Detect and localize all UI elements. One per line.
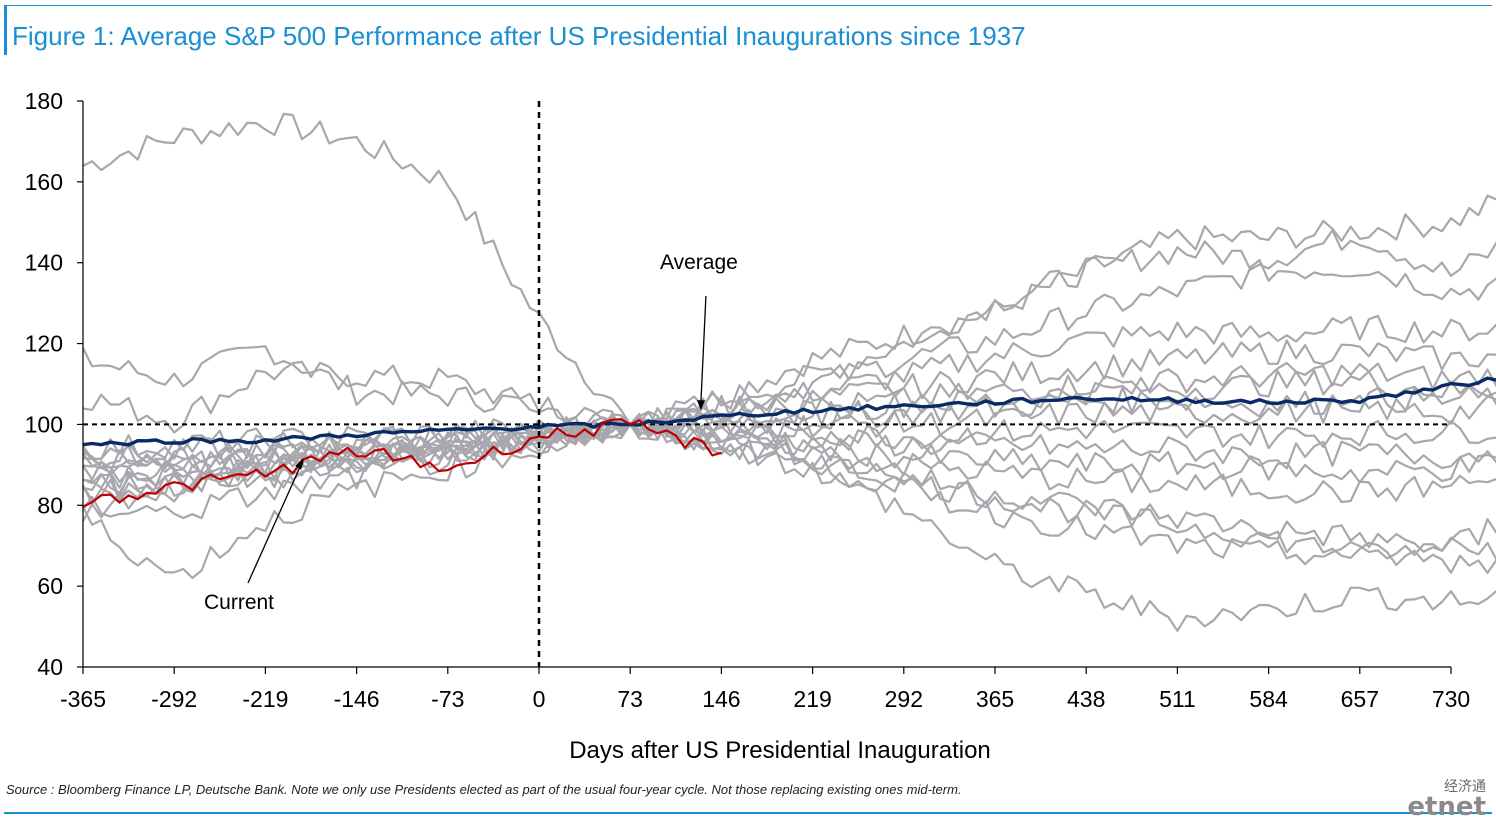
history-line-18 bbox=[82, 418, 1496, 632]
history-line-11 bbox=[82, 394, 1496, 478]
history-line-3 bbox=[82, 194, 1496, 433]
x-tick-label: 292 bbox=[885, 686, 923, 712]
watermark-logo: 经济通 etnet bbox=[1407, 776, 1486, 822]
history-line-4 bbox=[82, 229, 1496, 434]
annotations: Average Current bbox=[204, 251, 738, 614]
x-tick-label: -292 bbox=[151, 686, 197, 712]
watermark-en: etnet bbox=[1407, 792, 1486, 822]
y-tick-label: 40 bbox=[37, 654, 63, 680]
annotation-average-arrow bbox=[700, 295, 707, 403]
history-line-17 bbox=[82, 418, 1496, 561]
title-frame bbox=[4, 5, 1492, 55]
y-tick-label: 120 bbox=[25, 331, 63, 357]
x-tick-label: 438 bbox=[1067, 686, 1105, 712]
x-tick-label: 73 bbox=[617, 686, 643, 712]
history-line-12 bbox=[82, 416, 1496, 483]
x-tick-label: -146 bbox=[334, 686, 380, 712]
x-axis-title: Days after US Presidential Inauguration bbox=[569, 737, 991, 764]
annotation-average-label: Average bbox=[660, 251, 738, 274]
current-series-line bbox=[82, 418, 722, 508]
annotation-current-arrow bbox=[247, 466, 301, 584]
x-tick-label: 365 bbox=[976, 686, 1014, 712]
chart-title: Figure 1: Average S&P 500 Performance af… bbox=[12, 21, 1026, 51]
x-tick-label: -365 bbox=[60, 686, 106, 712]
y-tick-label: 80 bbox=[37, 492, 63, 518]
axes: 40 60 80 100 120 140 160 180 -365 -292 -219 -146 -73… bbox=[25, 88, 1471, 764]
x-tick-label: -219 bbox=[242, 686, 288, 712]
x-tick-label: 511 bbox=[1159, 686, 1196, 712]
history-series-group bbox=[82, 112, 1496, 632]
history-line-13 bbox=[82, 416, 1496, 489]
history-line-2 bbox=[82, 112, 632, 425]
watermark-cn: 经济通 bbox=[1444, 779, 1486, 795]
y-tick-label: 60 bbox=[37, 573, 63, 599]
history-line-14 bbox=[82, 416, 1496, 499]
y-tick-label: 180 bbox=[25, 88, 63, 114]
bottom-rule bbox=[4, 812, 1492, 814]
history-line-16 bbox=[82, 415, 1496, 574]
x-tick-label: 146 bbox=[702, 686, 740, 712]
annotation-current-label: Current bbox=[204, 591, 274, 614]
annotation-current-arrowhead bbox=[295, 458, 305, 470]
history-line-7 bbox=[82, 339, 1496, 470]
average-series-line bbox=[82, 376, 1496, 447]
x-tick-label: 584 bbox=[1249, 686, 1288, 712]
x-tick-label: -73 bbox=[431, 686, 464, 712]
annotation-average-arrowhead bbox=[696, 400, 705, 411]
y-tick-label: 140 bbox=[25, 250, 63, 276]
history-line-15 bbox=[82, 418, 1496, 504]
history-line-5 bbox=[82, 259, 1496, 522]
history-line-8 bbox=[82, 361, 1496, 461]
x-tick-label: 0 bbox=[533, 686, 546, 712]
y-tick-label: 100 bbox=[25, 411, 63, 437]
x-tick-label: 657 bbox=[1341, 686, 1379, 712]
reference-lines bbox=[83, 101, 1451, 667]
history-line-19 bbox=[82, 415, 1496, 580]
x-tick-label: 730 bbox=[1432, 686, 1470, 712]
source-note: Source : Bloomberg Finance LP, Deutsche … bbox=[6, 782, 962, 797]
highlight-series-group bbox=[82, 376, 1496, 508]
y-tick-label: 160 bbox=[25, 169, 63, 195]
x-tick-label: 219 bbox=[793, 686, 831, 712]
